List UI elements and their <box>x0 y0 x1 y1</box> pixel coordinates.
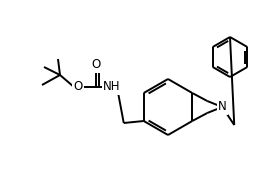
Text: O: O <box>73 80 83 93</box>
Text: NH: NH <box>103 80 121 93</box>
Text: N: N <box>218 100 227 114</box>
Text: O: O <box>91 58 101 72</box>
